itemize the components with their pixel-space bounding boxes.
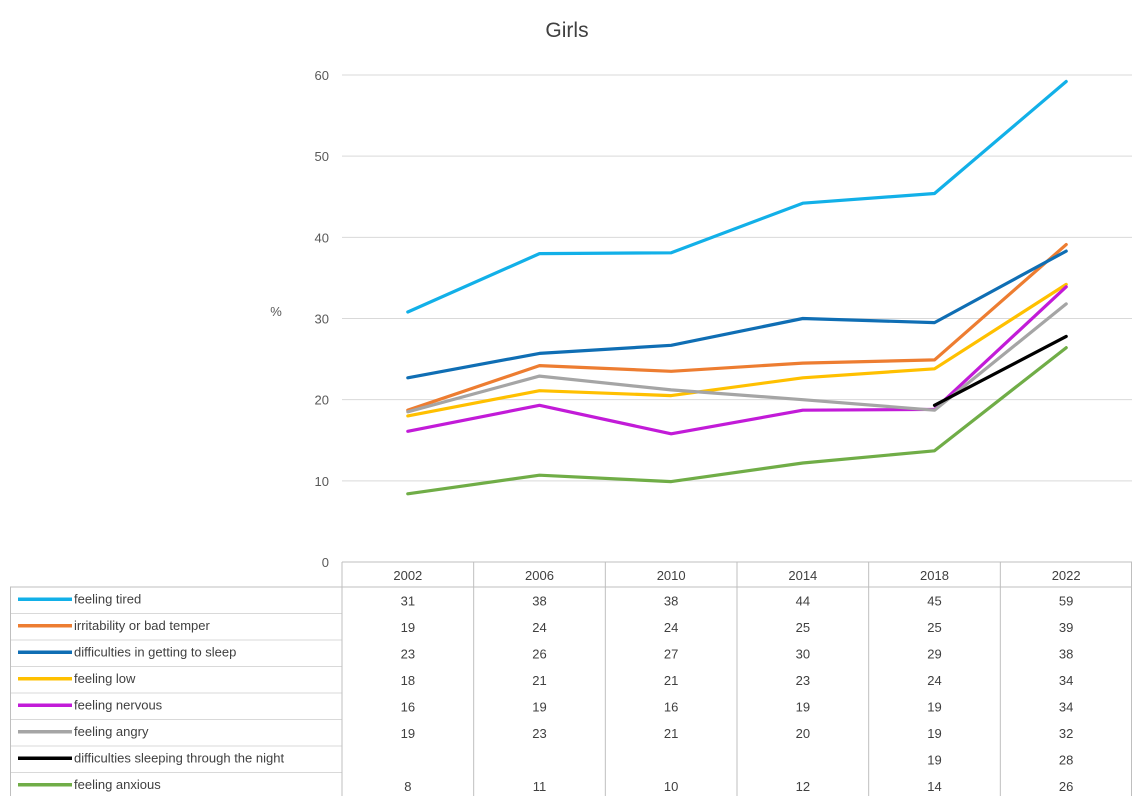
data-label: 20 [796,726,810,741]
gridlines [342,74,1132,482]
data-label: 8 [404,779,411,794]
chart-title: Girls [545,19,588,42]
y-axis-label: % [270,304,282,319]
data-label: 27 [664,646,678,661]
data-label: 34 [1059,699,1073,714]
data-label: 25 [927,620,941,635]
data-label: 14 [927,779,941,794]
legend-label-irritability-or-bad-temper: irritability or bad temper [74,618,210,633]
data-label: 23 [401,646,415,661]
series-line-feeling-tired [406,79,1068,314]
data-label: 11 [533,779,547,794]
data-label: 12 [796,779,810,794]
y-tick-label: 10 [315,474,329,489]
data-label: 19 [927,752,941,767]
data-label: 24 [664,620,678,635]
legend-label-feeling-anxious: feeling anxious [74,777,161,792]
data-label: 19 [532,699,546,714]
data-label: 21 [532,673,546,688]
data-label: 26 [532,646,546,661]
data-label: 26 [1059,779,1073,794]
x-tick-label: 2002 [393,568,422,583]
data-label: 25 [796,620,810,635]
x-tick-label: 2010 [657,568,686,583]
x-tick-label: 2014 [788,568,817,583]
y-tick-labels: 0 10 20 30 40 50 60 [315,68,329,570]
data-label: 16 [401,699,415,714]
data-label: 16 [664,699,678,714]
data-label: 10 [664,779,678,794]
data-label: 24 [532,620,546,635]
data-label: 24 [927,673,941,688]
data-label: 23 [796,673,810,688]
y-tick-label: 20 [315,393,329,408]
legend-label-feeling-nervous: feeling nervous [74,697,163,712]
series-lines [406,79,1068,496]
series-line-feeling-low [406,282,1068,418]
y-tick-label: 40 [315,230,329,245]
data-label: 39 [1059,620,1073,635]
legend-label-difficulties-sleeping-through-the-night: difficulties sleeping through the night [74,750,284,765]
data-label: 32 [1059,726,1073,741]
data-label: 28 [1059,752,1073,767]
series-line-feeling-anxious [406,346,1068,496]
data-label: 19 [927,726,941,741]
data-label: 18 [401,673,415,688]
y-tick-label: 30 [315,312,329,327]
x-tick-label: 2022 [1052,568,1081,583]
data-label: 38 [664,593,678,608]
y-tick-label: 50 [315,149,329,164]
data-label: 19 [401,620,415,635]
data-label: 38 [532,593,546,608]
data-label: 19 [796,699,810,714]
data-label: 21 [664,726,678,741]
data-label: 19 [927,699,941,714]
legend-label-feeling-angry: feeling angry [74,724,149,739]
data-label: 29 [927,646,941,661]
legend-label-feeling-tired: feeling tired [74,591,141,606]
data-label: 45 [927,593,941,608]
series-line-difficulties-sleeping-through-the-night [932,334,1068,407]
legend-label-feeling-low: feeling low [74,671,136,686]
data-label: 19 [401,726,415,741]
data-label: 34 [1059,673,1073,688]
series-line-irritability-or-bad-temper [406,243,1068,412]
y-tick-label: 0 [322,555,329,570]
data-label: 21 [664,673,678,688]
data-label: 38 [1059,646,1073,661]
series-line-feeling-nervous [406,285,1068,436]
data-label: 23 [532,726,546,741]
x-tick-label: 2018 [920,568,949,583]
x-tick-label: 2006 [525,568,554,583]
series-line-difficulties-in-getting-to-sleep [406,249,1068,380]
data-label: 44 [796,593,810,608]
data-label: 30 [796,646,810,661]
legend-label-difficulties-in-getting-to-sleep: difficulties in getting to sleep [74,644,236,659]
data-label: 59 [1059,593,1073,608]
y-tick-label: 60 [315,68,329,83]
data-label: 31 [401,593,415,608]
